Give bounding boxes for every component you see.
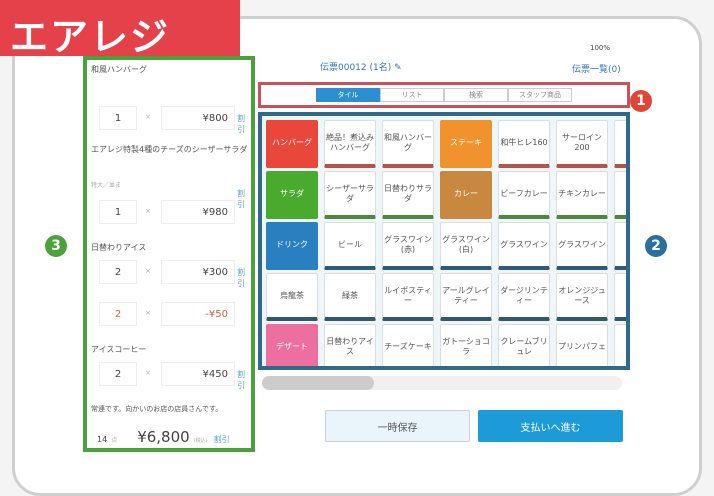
temporary-save-button[interactable]: 一時保存 — [325, 410, 470, 442]
total-discount-link[interactable]: 割引 — [213, 435, 230, 444]
item-count: 14 — [97, 435, 108, 444]
order-row: 2 × ¥300 割引 — [91, 260, 251, 288]
order-row: 2 × ¥450 割引 — [91, 362, 251, 390]
times-sign: × — [145, 309, 151, 317]
product-tile[interactable] — [614, 273, 626, 321]
product-tile[interactable]: サラダ — [266, 171, 318, 219]
product-tile[interactable]: ガトーショコラ — [440, 324, 492, 366]
discount-link[interactable]: 割引 — [237, 114, 245, 134]
product-tile[interactable] — [614, 324, 626, 366]
product-tile[interactable]: ステーキ — [440, 120, 492, 168]
product-tile[interactable]: グラスワイン(白) — [440, 222, 492, 270]
product-tile[interactable]: ビール — [324, 222, 376, 270]
order-item-option: 特大／並ま — [91, 182, 122, 189]
qty-field[interactable]: 2 — [99, 260, 137, 284]
discount-row: 2 × -¥50 — [91, 302, 251, 328]
horizontal-scrollbar[interactable] — [262, 376, 622, 390]
app-logo: エアレジ — [0, 0, 240, 59]
tax-label: (税込) — [193, 438, 208, 444]
product-tile[interactable] — [614, 171, 626, 219]
product-tile[interactable]: チキンカレー — [556, 171, 608, 219]
product-tile[interactable]: 和風ハンバーグ — [382, 120, 434, 168]
order-item-name: アイスコーヒー — [91, 345, 147, 354]
product-tile[interactable]: 日替わりサラダ — [382, 171, 434, 219]
annotation-1: 1 — [630, 90, 652, 112]
product-tile[interactable]: グラスワイン — [556, 222, 608, 270]
price-field[interactable]: ¥800 — [161, 106, 235, 130]
product-tile[interactable]: ビーフカレー — [498, 171, 550, 219]
order-total: 14 点 ¥6,800 (税込) 割引 — [97, 428, 253, 446]
times-sign: × — [145, 369, 151, 377]
proceed-to-payment-button[interactable]: 支払いへ進む — [478, 410, 623, 442]
product-tile[interactable]: ルイボスティー — [382, 273, 434, 321]
discount-link[interactable]: 割引 — [237, 189, 245, 209]
tab-list[interactable]: リスト — [380, 88, 444, 102]
times-sign: × — [145, 267, 151, 275]
total-amount: ¥6,800 — [137, 428, 190, 446]
product-tile[interactable]: 絶品！煮込みハンバーグ — [324, 120, 376, 168]
count-unit: 点 — [111, 437, 118, 444]
price-field[interactable]: -¥50 — [161, 302, 235, 326]
battery-status: 100% — [590, 44, 611, 52]
times-sign: × — [145, 207, 151, 215]
product-tile[interactable]: アールグレイティー — [440, 273, 492, 321]
price-field[interactable]: ¥300 — [161, 260, 235, 284]
product-tile[interactable]: チーズケーキ — [382, 324, 434, 366]
scroll-thumb[interactable] — [262, 376, 374, 390]
tab-search[interactable]: 検索 — [444, 88, 508, 102]
discount-link[interactable]: 割引 — [237, 370, 245, 390]
discount-link[interactable]: 割引 — [237, 268, 245, 288]
product-tile[interactable]: 緑茶 — [324, 273, 376, 321]
product-tile[interactable]: ハンバーグ — [266, 120, 318, 168]
qty-field[interactable]: 2 — [99, 302, 137, 326]
times-sign: × — [145, 113, 151, 121]
product-tile[interactable]: 烏龍茶 — [266, 273, 318, 321]
product-tile-grid: ハンバーグ 絶品！煮込みハンバーグ 和風ハンバーグ ステーキ 和牛ヒレ160 サーロイン2… — [258, 112, 630, 370]
annotation-2: 2 — [645, 235, 667, 257]
product-tile[interactable]: サーロイン200 — [556, 120, 608, 168]
tab-tile[interactable]: タイル — [316, 88, 380, 102]
qty-field[interactable]: 1 — [99, 200, 137, 224]
order-row: 1 × ¥800 割引 — [91, 106, 251, 134]
order-row: 1 × ¥980 割引 — [91, 189, 251, 226]
price-field[interactable]: ¥980 — [161, 200, 235, 224]
qty-field[interactable]: 2 — [99, 362, 137, 386]
product-tile[interactable]: グラスワイン(赤) — [382, 222, 434, 270]
product-tile[interactable]: カレー — [440, 171, 492, 219]
order-panel: 和風ハンバーグ 1 × ¥800 割引 エアレジ特製4種のチーズのシーザーサラダ 特大… — [83, 56, 255, 452]
product-tile[interactable]: デザート — [266, 324, 318, 366]
order-item-name: 日替わりアイス — [91, 243, 147, 252]
slip-title-text: 伝票00012 (1名) — [320, 63, 392, 73]
product-tile[interactable]: クレームブリュレ — [498, 324, 550, 366]
slip-list-link[interactable]: 伝票一覧(0) — [572, 65, 621, 75]
order-item-name: エアレジ特製4種のチーズのシーザーサラダ — [91, 145, 248, 154]
product-tile[interactable]: プリンパフェ — [556, 324, 608, 366]
qty-field[interactable]: 1 — [99, 106, 137, 130]
slip-title[interactable]: 伝票00012 (1名) ✎ — [320, 60, 402, 73]
order-memo[interactable]: 常連です。向かいのお店の店員さんです。 — [91, 405, 223, 413]
order-item-name: 和風ハンバーグ — [91, 65, 147, 74]
product-tile[interactable]: シーザーサラダ — [324, 171, 376, 219]
product-tile[interactable] — [614, 120, 626, 168]
annotation-3: 3 — [45, 235, 67, 257]
price-field[interactable]: ¥450 — [161, 362, 235, 386]
view-toolbar: タイル リスト 検索 スタッフ商品 — [258, 82, 630, 108]
product-tile[interactable]: オレンジジュース — [556, 273, 608, 321]
edit-icon[interactable]: ✎ — [394, 63, 402, 73]
product-tile[interactable]: ダージリンティー — [498, 273, 550, 321]
tab-staff-items[interactable]: スタッフ商品 — [508, 88, 572, 102]
product-tile[interactable] — [614, 222, 626, 270]
product-tile[interactable]: グラスワイン — [498, 222, 550, 270]
product-tile[interactable]: 日替わりアイス — [324, 324, 376, 366]
product-tile[interactable]: 和牛ヒレ160 — [498, 120, 550, 168]
product-tile[interactable]: ドリンク — [266, 222, 318, 270]
